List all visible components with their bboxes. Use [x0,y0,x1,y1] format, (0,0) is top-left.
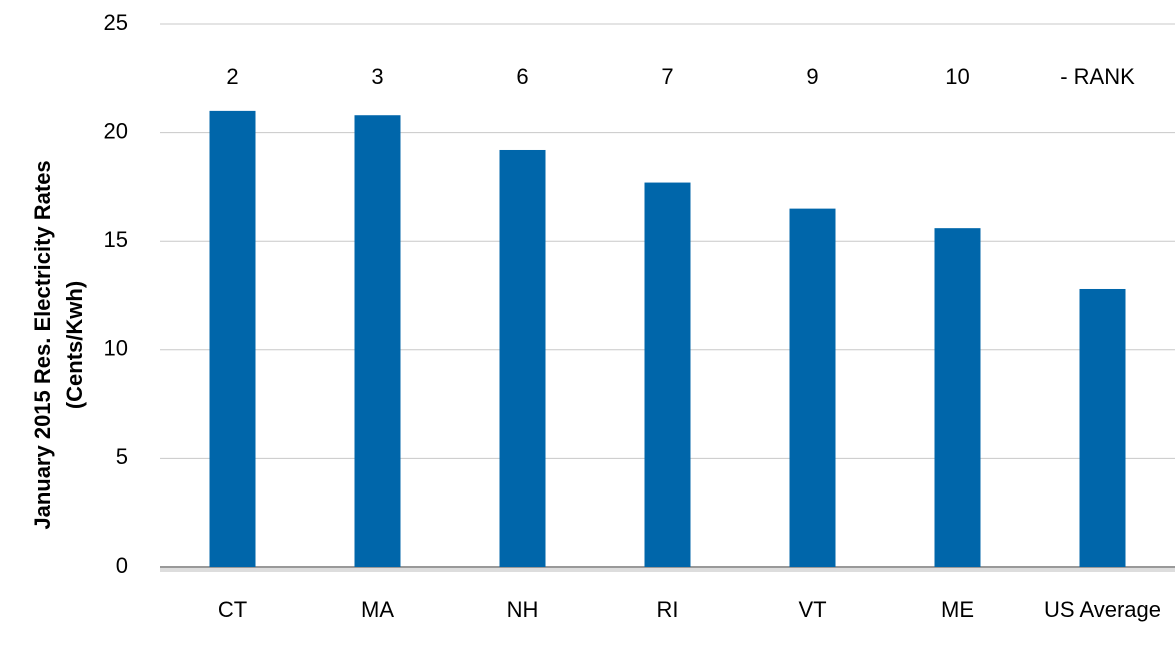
rank-label: 9 [806,64,818,89]
y-tick-label: 10 [104,336,128,361]
bar [354,115,401,567]
y-axis-label: (Cents/Kwh) [62,281,87,409]
y-tick-label: 25 [104,10,128,35]
rank-label: 2 [226,64,238,89]
y-tick-label: 5 [116,444,128,469]
y-tick-label: 0 [116,553,128,578]
bar [209,110,256,567]
x-tick-label: NH [506,597,539,622]
x-tick-label: VT [798,597,827,622]
rank-label: 10 [945,64,969,89]
bar [789,208,836,567]
rank-label: 3 [371,64,383,89]
x-tick-label: MA [361,597,394,622]
rank-label: 7 [661,64,673,89]
bar [1079,288,1126,567]
y-tick-label: 15 [104,227,128,252]
bar [934,228,981,567]
x-tick-label: ME [941,597,974,622]
x-tick-label: RI [656,597,679,622]
bar [499,149,546,567]
rank-note: - RANK [1060,64,1135,89]
rank-label: 6 [516,64,528,89]
bar [644,182,691,567]
x-tick-label: CT [217,597,248,622]
y-axis-label: January 2015 Res. Electricity Rates [30,160,55,529]
y-tick-label: 20 [104,118,128,143]
x-tick-label: US Average [1043,597,1161,622]
